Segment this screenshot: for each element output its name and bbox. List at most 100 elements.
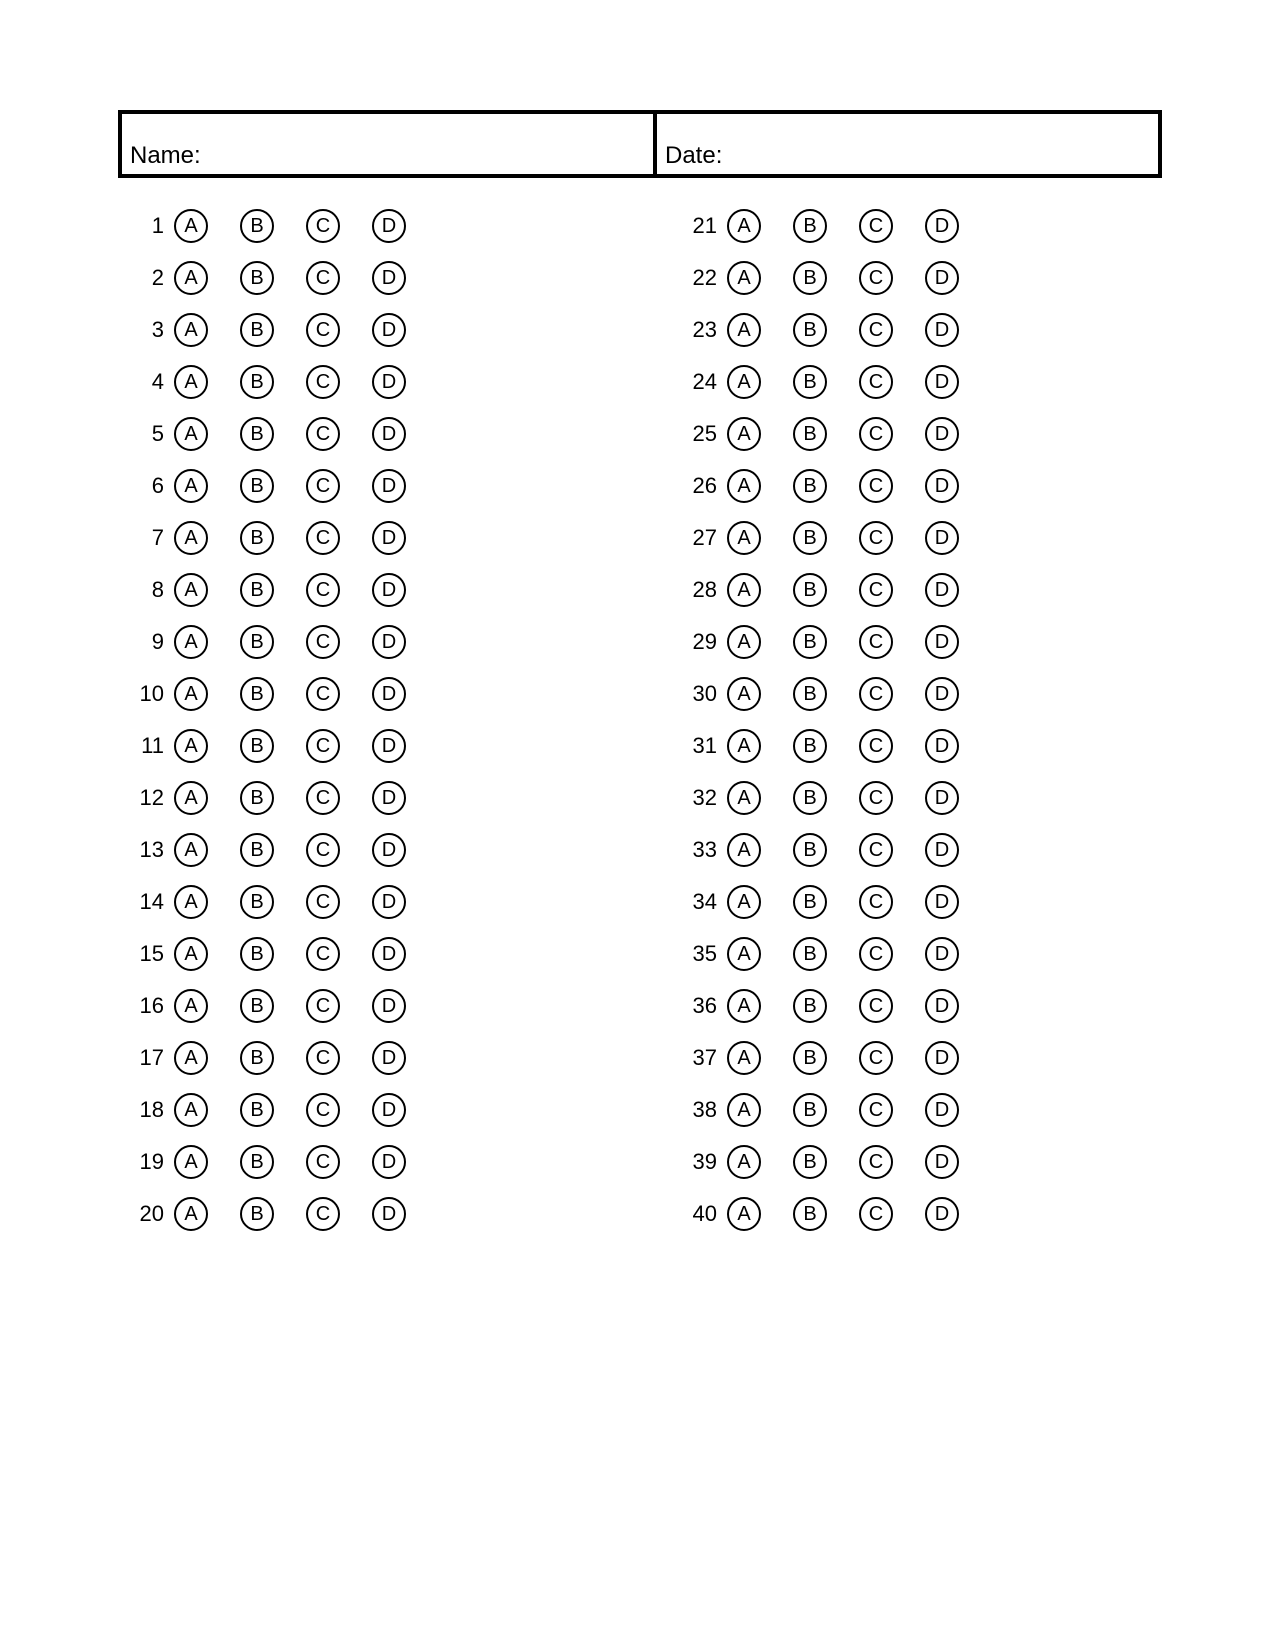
answer-bubble-d[interactable]: D bbox=[925, 781, 959, 815]
answer-bubble-c[interactable]: C bbox=[859, 885, 893, 919]
answer-bubble-d[interactable]: D bbox=[372, 469, 406, 503]
answer-bubble-a[interactable]: A bbox=[727, 417, 761, 451]
answer-bubble-a[interactable]: A bbox=[174, 573, 208, 607]
answer-bubble-b[interactable]: B bbox=[793, 885, 827, 919]
answer-bubble-c[interactable]: C bbox=[859, 469, 893, 503]
answer-bubble-c[interactable]: C bbox=[859, 209, 893, 243]
answer-bubble-a[interactable]: A bbox=[727, 261, 761, 295]
answer-bubble-a[interactable]: A bbox=[727, 729, 761, 763]
answer-bubble-c[interactable]: C bbox=[306, 313, 340, 347]
answer-bubble-a[interactable]: A bbox=[174, 521, 208, 555]
answer-bubble-c[interactable]: C bbox=[306, 885, 340, 919]
answer-bubble-d[interactable]: D bbox=[925, 989, 959, 1023]
answer-bubble-c[interactable]: C bbox=[859, 729, 893, 763]
answer-bubble-a[interactable]: A bbox=[727, 313, 761, 347]
answer-bubble-a[interactable]: A bbox=[174, 417, 208, 451]
answer-bubble-d[interactable]: D bbox=[372, 313, 406, 347]
answer-bubble-b[interactable]: B bbox=[240, 729, 274, 763]
answer-bubble-c[interactable]: C bbox=[859, 417, 893, 451]
answer-bubble-d[interactable]: D bbox=[925, 729, 959, 763]
answer-bubble-a[interactable]: A bbox=[727, 469, 761, 503]
answer-bubble-c[interactable]: C bbox=[859, 937, 893, 971]
answer-bubble-c[interactable]: C bbox=[859, 365, 893, 399]
answer-bubble-b[interactable]: B bbox=[793, 1197, 827, 1231]
answer-bubble-a[interactable]: A bbox=[727, 573, 761, 607]
answer-bubble-d[interactable]: D bbox=[925, 469, 959, 503]
answer-bubble-c[interactable]: C bbox=[859, 625, 893, 659]
answer-bubble-b[interactable]: B bbox=[240, 521, 274, 555]
answer-bubble-a[interactable]: A bbox=[174, 261, 208, 295]
answer-bubble-b[interactable]: B bbox=[240, 1145, 274, 1179]
answer-bubble-c[interactable]: C bbox=[306, 209, 340, 243]
answer-bubble-c[interactable]: C bbox=[306, 677, 340, 711]
answer-bubble-b[interactable]: B bbox=[240, 1197, 274, 1231]
answer-bubble-c[interactable]: C bbox=[306, 521, 340, 555]
answer-bubble-b[interactable]: B bbox=[240, 885, 274, 919]
answer-bubble-d[interactable]: D bbox=[372, 1041, 406, 1075]
answer-bubble-b[interactable]: B bbox=[240, 261, 274, 295]
answer-bubble-d[interactable]: D bbox=[925, 261, 959, 295]
answer-bubble-d[interactable]: D bbox=[925, 365, 959, 399]
answer-bubble-c[interactable]: C bbox=[859, 833, 893, 867]
answer-bubble-c[interactable]: C bbox=[859, 313, 893, 347]
answer-bubble-a[interactable]: A bbox=[174, 209, 208, 243]
answer-bubble-b[interactable]: B bbox=[240, 313, 274, 347]
answer-bubble-d[interactable]: D bbox=[925, 573, 959, 607]
answer-bubble-c[interactable]: C bbox=[306, 1041, 340, 1075]
answer-bubble-a[interactable]: A bbox=[727, 677, 761, 711]
answer-bubble-c[interactable]: C bbox=[306, 989, 340, 1023]
answer-bubble-a[interactable]: A bbox=[727, 781, 761, 815]
answer-bubble-a[interactable]: A bbox=[174, 1197, 208, 1231]
answer-bubble-d[interactable]: D bbox=[372, 209, 406, 243]
answer-bubble-b[interactable]: B bbox=[240, 833, 274, 867]
answer-bubble-b[interactable]: B bbox=[240, 573, 274, 607]
answer-bubble-a[interactable]: A bbox=[727, 833, 761, 867]
answer-bubble-d[interactable]: D bbox=[372, 885, 406, 919]
answer-bubble-d[interactable]: D bbox=[925, 1041, 959, 1075]
answer-bubble-b[interactable]: B bbox=[240, 417, 274, 451]
answer-bubble-b[interactable]: B bbox=[240, 1041, 274, 1075]
answer-bubble-d[interactable]: D bbox=[372, 1145, 406, 1179]
answer-bubble-a[interactable]: A bbox=[727, 989, 761, 1023]
answer-bubble-b[interactable]: B bbox=[793, 677, 827, 711]
answer-bubble-d[interactable]: D bbox=[372, 729, 406, 763]
answer-bubble-b[interactable]: B bbox=[793, 1093, 827, 1127]
answer-bubble-a[interactable]: A bbox=[727, 209, 761, 243]
answer-bubble-c[interactable]: C bbox=[306, 573, 340, 607]
answer-bubble-b[interactable]: B bbox=[793, 833, 827, 867]
answer-bubble-d[interactable]: D bbox=[372, 521, 406, 555]
answer-bubble-c[interactable]: C bbox=[306, 365, 340, 399]
answer-bubble-d[interactable]: D bbox=[372, 937, 406, 971]
answer-bubble-c[interactable]: C bbox=[306, 469, 340, 503]
answer-bubble-d[interactable]: D bbox=[925, 833, 959, 867]
answer-bubble-a[interactable]: A bbox=[174, 1093, 208, 1127]
answer-bubble-b[interactable]: B bbox=[240, 937, 274, 971]
answer-bubble-b[interactable]: B bbox=[793, 625, 827, 659]
answer-bubble-c[interactable]: C bbox=[859, 573, 893, 607]
answer-bubble-c[interactable]: C bbox=[859, 1093, 893, 1127]
answer-bubble-a[interactable]: A bbox=[174, 885, 208, 919]
answer-bubble-b[interactable]: B bbox=[240, 625, 274, 659]
answer-bubble-a[interactable]: A bbox=[174, 729, 208, 763]
answer-bubble-c[interactable]: C bbox=[859, 1145, 893, 1179]
answer-bubble-b[interactable]: B bbox=[793, 573, 827, 607]
answer-bubble-a[interactable]: A bbox=[727, 625, 761, 659]
answer-bubble-b[interactable]: B bbox=[793, 937, 827, 971]
answer-bubble-d[interactable]: D bbox=[372, 1197, 406, 1231]
answer-bubble-d[interactable]: D bbox=[925, 313, 959, 347]
answer-bubble-d[interactable]: D bbox=[925, 1093, 959, 1127]
answer-bubble-b[interactable]: B bbox=[793, 1041, 827, 1075]
answer-bubble-b[interactable]: B bbox=[793, 729, 827, 763]
answer-bubble-c[interactable]: C bbox=[859, 989, 893, 1023]
answer-bubble-d[interactable]: D bbox=[372, 1093, 406, 1127]
answer-bubble-c[interactable]: C bbox=[306, 781, 340, 815]
answer-bubble-c[interactable]: C bbox=[306, 937, 340, 971]
answer-bubble-d[interactable]: D bbox=[925, 677, 959, 711]
answer-bubble-d[interactable]: D bbox=[372, 625, 406, 659]
answer-bubble-b[interactable]: B bbox=[240, 209, 274, 243]
answer-bubble-c[interactable]: C bbox=[859, 1041, 893, 1075]
answer-bubble-a[interactable]: A bbox=[727, 937, 761, 971]
answer-bubble-a[interactable]: A bbox=[727, 365, 761, 399]
answer-bubble-a[interactable]: A bbox=[727, 1145, 761, 1179]
answer-bubble-d[interactable]: D bbox=[925, 937, 959, 971]
